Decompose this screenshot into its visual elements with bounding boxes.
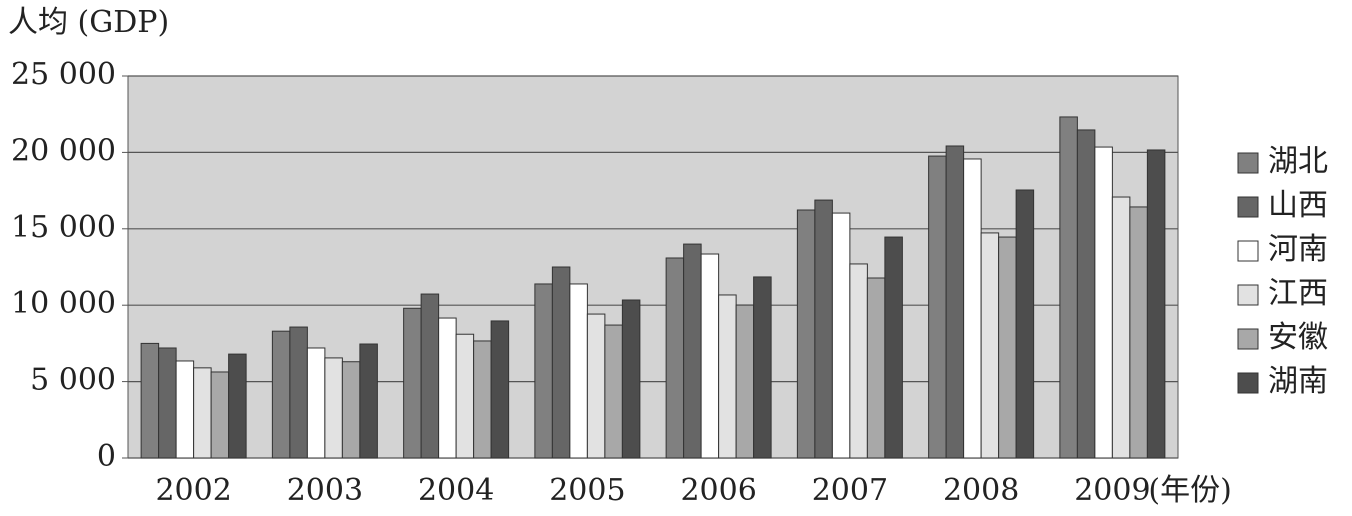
- bar: [718, 294, 737, 459]
- bar: [586, 313, 606, 459]
- bar: [569, 283, 588, 459]
- y-tick-label: 10 000: [11, 286, 116, 321]
- bar: [455, 333, 475, 459]
- bar: [359, 343, 378, 459]
- legend-label: 湖南: [1268, 364, 1328, 399]
- y-tick-label: 20 000: [11, 133, 116, 168]
- legend-label: 湖北: [1268, 144, 1328, 179]
- legend-swatch: [1237, 152, 1259, 174]
- bar: [998, 236, 1017, 459]
- legend-swatch: [1237, 196, 1259, 218]
- bar: [700, 253, 720, 459]
- bar: [928, 155, 947, 459]
- bar: [140, 342, 160, 459]
- bar: [175, 360, 195, 459]
- bar: [341, 361, 361, 459]
- legend-swatch: [1237, 328, 1259, 350]
- legend-label: 河南: [1268, 232, 1328, 267]
- bar: [963, 158, 982, 459]
- x-tick-label: 2002: [155, 473, 231, 508]
- bar: [849, 263, 868, 459]
- bar: [831, 212, 851, 459]
- bar: [1146, 149, 1166, 459]
- y-tick-label: 5 000: [30, 363, 116, 398]
- bar: [289, 326, 308, 459]
- bar: [324, 357, 343, 459]
- x-tick-label: 2003: [287, 473, 363, 508]
- bar: [490, 320, 510, 459]
- bar: [1059, 116, 1078, 459]
- bar: [228, 353, 247, 459]
- bar: [193, 367, 212, 459]
- bar: [306, 347, 326, 459]
- x-tick-label: 2007: [812, 473, 888, 508]
- bar: [473, 340, 492, 459]
- legend-label: 江西: [1268, 276, 1328, 311]
- y-tick-label: 15 000: [11, 210, 116, 245]
- x-tick-label: 2008: [943, 473, 1019, 508]
- bar: [604, 324, 623, 459]
- bar: [866, 277, 886, 459]
- bar: [1076, 129, 1096, 459]
- bar: [1094, 146, 1113, 459]
- bar: [980, 232, 1000, 459]
- bar: [420, 293, 440, 459]
- bar: [665, 257, 685, 459]
- y-tick-label: 0: [97, 439, 116, 474]
- x-tick-label: 2006: [680, 473, 756, 508]
- bar: [1129, 206, 1148, 459]
- y-tick-label: 25 000: [11, 57, 116, 92]
- bar: [945, 145, 965, 459]
- bar: [753, 276, 772, 459]
- bar: [621, 299, 641, 459]
- legend-label: 山西: [1268, 188, 1328, 223]
- x-tick-label: 2005: [549, 473, 625, 508]
- legend-swatch: [1237, 372, 1259, 394]
- bar: [551, 266, 571, 459]
- bar: [814, 199, 833, 459]
- x-axis-label: (年份): [1148, 473, 1231, 508]
- legend-label: 安徽: [1268, 320, 1328, 355]
- x-tick-label: 2009: [1074, 473, 1150, 508]
- bar: [210, 371, 230, 459]
- bar: [403, 307, 422, 459]
- bar: [683, 243, 702, 459]
- x-tick-label: 2004: [418, 473, 494, 508]
- bar: [796, 209, 816, 459]
- bar: [1111, 196, 1131, 459]
- bar: [735, 304, 755, 459]
- y-axis-label: 人均 (GDP): [8, 5, 169, 40]
- bar: [534, 283, 553, 459]
- bar: [884, 236, 903, 459]
- bar: [438, 317, 457, 459]
- bar: [158, 347, 177, 459]
- legend-swatch: [1237, 284, 1259, 306]
- legend-swatch: [1237, 240, 1259, 262]
- bar: [1015, 189, 1035, 459]
- bar: [271, 330, 291, 459]
